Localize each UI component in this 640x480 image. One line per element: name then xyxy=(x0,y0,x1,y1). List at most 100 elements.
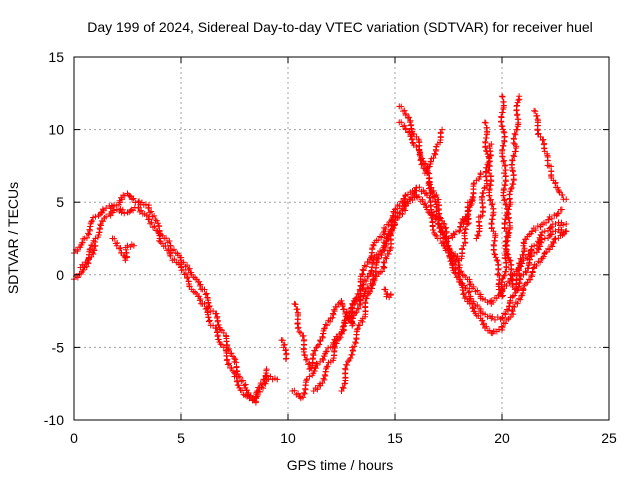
y-tick-label: 5 xyxy=(56,194,64,210)
y-tick-label: 15 xyxy=(48,49,64,65)
data-point xyxy=(541,145,548,152)
data-point xyxy=(480,320,487,327)
data-point xyxy=(311,367,318,374)
data-point xyxy=(477,170,484,177)
data-point xyxy=(535,239,542,246)
x-tick-label: 10 xyxy=(280,430,296,446)
data-point xyxy=(256,384,263,391)
data-point xyxy=(492,251,499,258)
data-point xyxy=(342,313,349,320)
data-point xyxy=(550,239,557,246)
data-point xyxy=(392,206,398,213)
data-point xyxy=(502,268,509,275)
data-point xyxy=(257,380,264,387)
data-point xyxy=(126,192,133,199)
data-point xyxy=(513,277,520,284)
data-point xyxy=(184,274,191,281)
data-point xyxy=(91,243,98,250)
data-point xyxy=(316,341,323,348)
data-point xyxy=(529,228,536,235)
data-point xyxy=(156,237,163,244)
data-point xyxy=(520,252,527,259)
data-point xyxy=(469,193,476,200)
axis-ticks: 0 5 10 15 20 25 -10 -5 0 5 10 15 xyxy=(44,49,617,446)
data-point xyxy=(430,154,437,161)
data-point xyxy=(499,279,506,286)
data-point xyxy=(130,195,137,202)
data-point xyxy=(352,340,359,347)
data-point xyxy=(405,200,412,207)
data-point xyxy=(458,268,465,275)
y-axis-label: SDTVAR / TECUs xyxy=(5,182,21,294)
data-point xyxy=(535,246,542,253)
data-point xyxy=(196,278,203,285)
data-point xyxy=(520,239,527,246)
data-point xyxy=(500,319,507,326)
data-point xyxy=(118,209,125,216)
data-point xyxy=(333,340,340,347)
data-point xyxy=(182,270,189,277)
data-point xyxy=(479,317,486,324)
data-point xyxy=(500,192,507,199)
data-point xyxy=(481,119,488,126)
data-point xyxy=(424,206,431,213)
data-point xyxy=(89,218,96,225)
data-point xyxy=(121,210,128,217)
data-point xyxy=(100,218,107,225)
data-point xyxy=(537,236,544,243)
data-point xyxy=(360,267,367,274)
data-point xyxy=(427,158,434,165)
data-point xyxy=(97,221,104,228)
data-point xyxy=(417,156,424,163)
data-point xyxy=(295,390,302,397)
data-point xyxy=(555,210,562,217)
data-point xyxy=(344,362,350,369)
data-point xyxy=(382,286,389,293)
data-point xyxy=(260,376,267,383)
series-track xyxy=(460,170,484,227)
data-point xyxy=(500,105,507,112)
data-point xyxy=(378,252,385,259)
data-point xyxy=(406,114,413,121)
data-point xyxy=(146,209,153,216)
data-point xyxy=(409,139,416,146)
data-point xyxy=(363,263,370,270)
data-point xyxy=(559,191,566,198)
data-point xyxy=(310,352,317,359)
data-point xyxy=(507,199,514,206)
data-point xyxy=(500,273,507,280)
data-point xyxy=(202,291,209,298)
data-point xyxy=(540,253,547,260)
data-point xyxy=(367,288,374,295)
data-point xyxy=(215,321,222,328)
data-point xyxy=(480,190,487,197)
data-point xyxy=(152,217,159,224)
data-point xyxy=(501,181,508,188)
data-point xyxy=(486,192,493,199)
data-point xyxy=(314,362,321,369)
data-point xyxy=(543,249,550,256)
data-point xyxy=(502,167,509,174)
data-point xyxy=(550,238,557,245)
data-point xyxy=(502,177,509,184)
data-point xyxy=(419,160,426,167)
data-point xyxy=(203,290,210,297)
series-track xyxy=(71,204,270,403)
data-point xyxy=(381,224,388,231)
data-point xyxy=(483,323,490,330)
data-point xyxy=(297,329,304,336)
data-point xyxy=(432,231,439,238)
data-point xyxy=(515,97,522,104)
data-point xyxy=(401,107,408,114)
data-point xyxy=(180,266,187,273)
data-point xyxy=(88,242,95,249)
data-point xyxy=(503,200,510,207)
data-point xyxy=(341,317,348,324)
data-point xyxy=(314,386,321,393)
data-point xyxy=(162,243,169,250)
data-point xyxy=(254,388,261,395)
data-point xyxy=(509,157,516,164)
data-point xyxy=(228,364,235,371)
data-point xyxy=(456,264,463,271)
data-point xyxy=(138,207,145,214)
